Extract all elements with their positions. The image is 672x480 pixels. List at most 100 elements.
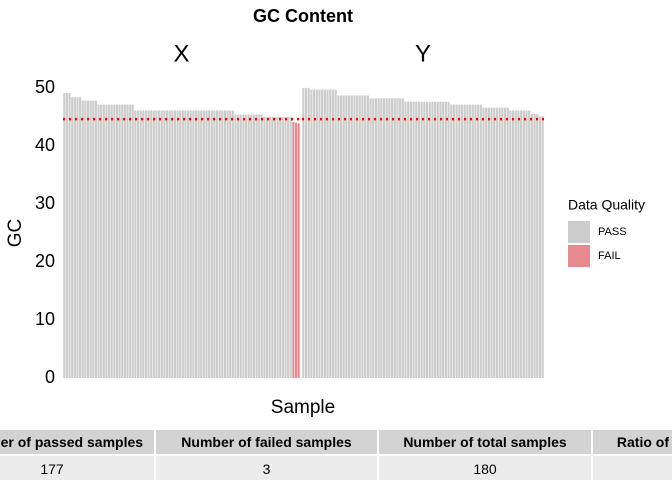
bar <box>407 101 410 379</box>
bar <box>358 95 361 379</box>
bar <box>79 97 82 379</box>
bar <box>176 110 179 378</box>
bar <box>218 110 221 378</box>
bar <box>210 110 213 378</box>
bar <box>512 110 515 378</box>
table-cell: 0.98 <box>591 454 672 480</box>
bar <box>202 110 205 378</box>
bar <box>498 107 501 378</box>
bar <box>215 110 219 378</box>
bar <box>173 110 176 378</box>
bar <box>131 104 134 379</box>
bar <box>97 104 100 379</box>
bar <box>337 95 340 379</box>
bar <box>442 101 445 379</box>
bar <box>436 101 439 379</box>
bar <box>533 113 536 378</box>
bar <box>155 110 158 378</box>
bar <box>474 104 477 379</box>
bar <box>189 110 192 378</box>
bar <box>223 110 227 378</box>
bar <box>150 110 153 378</box>
bar <box>313 89 316 379</box>
y-tick-label: 20 <box>35 251 55 271</box>
bar <box>415 101 418 379</box>
bar <box>139 110 142 378</box>
bar <box>522 110 525 378</box>
chart-title: GC Content <box>253 6 353 26</box>
bar <box>152 110 155 378</box>
bar <box>304 87 308 378</box>
bar <box>495 107 499 378</box>
bar <box>281 116 284 379</box>
legend-key <box>568 221 590 243</box>
bar <box>393 98 396 378</box>
bar <box>315 89 318 379</box>
bar <box>284 116 287 379</box>
bar <box>425 101 429 379</box>
bar <box>213 110 216 378</box>
table-header: Number of failed samples <box>154 428 379 456</box>
y-tick-label: 30 <box>35 193 55 213</box>
bar <box>541 116 544 378</box>
bar <box>342 95 345 379</box>
facet-label: X <box>173 40 189 67</box>
bar <box>520 110 523 378</box>
y-tick-label: 10 <box>35 309 55 329</box>
bar <box>118 104 121 379</box>
bar <box>81 100 84 378</box>
table-header: Number of total samples <box>377 428 593 456</box>
bar <box>412 101 415 379</box>
bar <box>181 110 184 378</box>
bar <box>372 98 375 378</box>
bar <box>345 95 348 379</box>
bar <box>428 101 431 379</box>
legend-label: FAIL <box>598 250 621 262</box>
bar <box>391 98 394 378</box>
table-header: Number of passed samples <box>0 428 156 456</box>
bar <box>401 98 404 378</box>
bar <box>160 110 163 378</box>
bar <box>231 110 234 378</box>
bar <box>525 110 528 378</box>
bar <box>506 107 509 378</box>
bar <box>530 113 533 378</box>
bar <box>68 93 71 378</box>
bar <box>205 110 208 378</box>
bar <box>250 114 253 379</box>
bar <box>302 87 305 378</box>
bar <box>339 95 343 379</box>
table-cell: 180 <box>377 454 593 480</box>
bar <box>234 114 237 379</box>
bar <box>255 114 258 379</box>
bar <box>63 93 66 378</box>
bar <box>399 98 402 378</box>
bar <box>105 104 108 379</box>
facet-label: Y <box>415 40 431 67</box>
bar <box>431 101 434 379</box>
bar <box>536 113 539 378</box>
y-tick-label: 50 <box>35 77 55 97</box>
bar <box>92 100 95 378</box>
bar <box>100 104 103 379</box>
bar <box>221 110 224 378</box>
bar <box>450 104 453 379</box>
bar <box>197 110 200 378</box>
bar <box>102 104 105 379</box>
bar <box>200 110 203 378</box>
bar <box>208 110 211 378</box>
bar <box>514 110 517 378</box>
bar <box>434 101 437 379</box>
legend-title: Data Quality <box>568 197 645 213</box>
legend-label: PASS <box>598 226 627 238</box>
bar <box>447 101 450 379</box>
bar <box>334 89 337 379</box>
bar <box>396 98 399 378</box>
bar <box>538 116 542 378</box>
bar <box>482 107 485 378</box>
bar <box>479 104 482 379</box>
bar <box>347 95 351 379</box>
bar <box>380 98 383 378</box>
